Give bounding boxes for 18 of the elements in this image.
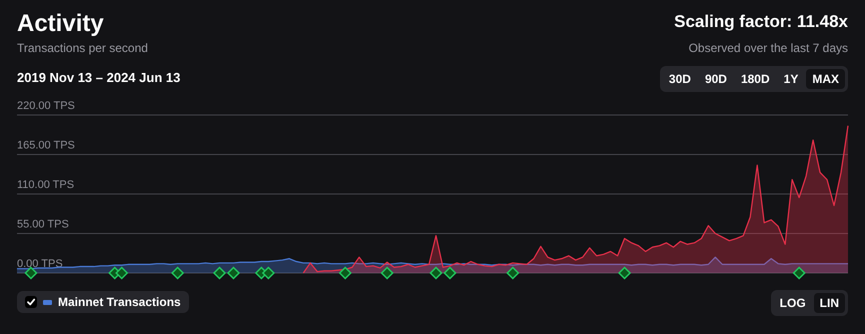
y-tick-label: 55.00 TPS — [17, 218, 69, 231]
text: 180D — [740, 71, 771, 88]
legend-label: Mainnet Transactions — [58, 295, 181, 309]
chart-title: Activity — [17, 10, 104, 38]
chart-subtitle: Transactions per second — [17, 41, 148, 55]
text: 1Y — [782, 71, 800, 88]
y-tick-label: 110.00 TPS — [17, 179, 74, 192]
y-tick-label: 220.00 TPS — [17, 100, 75, 112]
text: Observed over the last 7 days — [688, 41, 848, 55]
text: 2019 Nov 13 – 2024 Jun 13 — [17, 70, 180, 85]
text: 90D — [704, 71, 728, 88]
text: LIN — [814, 293, 845, 313]
text: 30D — [668, 71, 692, 88]
text: MAX — [806, 69, 845, 89]
text: Scaling factor: 11.48x — [674, 12, 848, 32]
y-tick-label: 165.00 TPS — [17, 140, 75, 152]
y-tick-label: 0.00 TPS — [17, 258, 63, 270]
text: LOG — [778, 295, 807, 312]
